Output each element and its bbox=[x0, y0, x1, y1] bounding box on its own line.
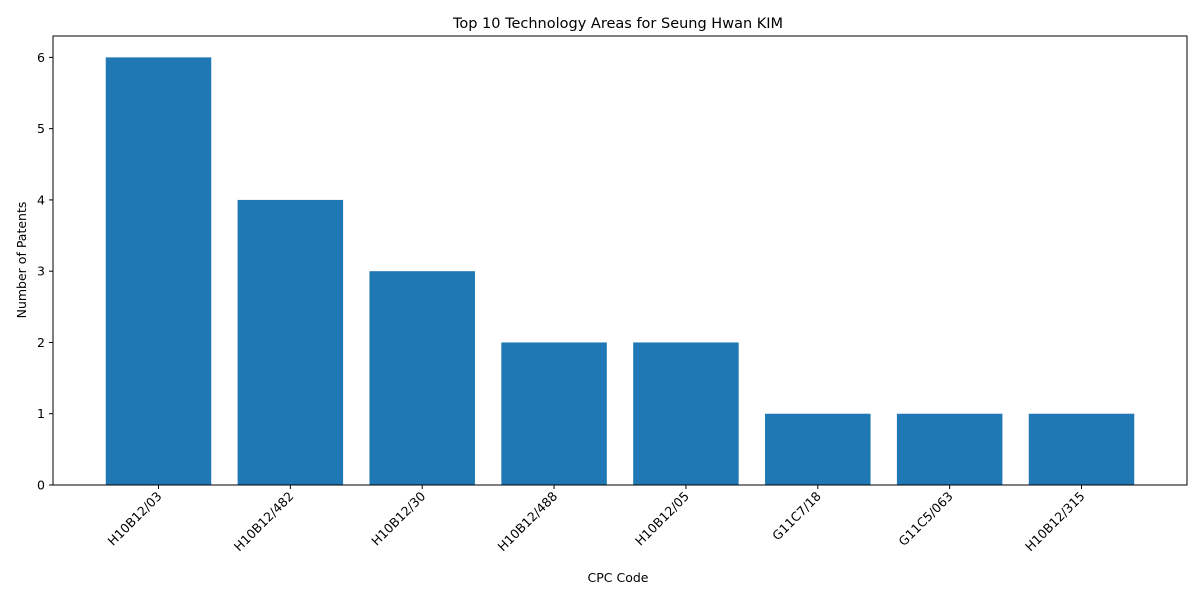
bar-h10b12-488 bbox=[501, 342, 606, 485]
bar-h10b12-05 bbox=[633, 342, 738, 485]
x-axis-label: CPC Code bbox=[588, 570, 649, 585]
y-tick-label: 6 bbox=[37, 50, 45, 65]
bar-h10b12-03 bbox=[106, 57, 211, 485]
x-tick-label: H10B12/482 bbox=[231, 489, 297, 555]
chart-title: Top 10 Technology Areas for Seung Hwan K… bbox=[452, 16, 783, 32]
x-tick-label: H10B12/315 bbox=[1022, 489, 1088, 555]
y-tick-label: 4 bbox=[37, 192, 45, 207]
y-tick-label: 2 bbox=[37, 335, 45, 350]
y-tick-label: 5 bbox=[37, 121, 45, 136]
y-tick-label: 3 bbox=[37, 264, 45, 279]
x-tick-label: H10B12/30 bbox=[368, 488, 428, 548]
bar-h10b12-30 bbox=[369, 271, 474, 485]
x-tick-label: H10B12/05 bbox=[632, 489, 692, 549]
y-tick-label: 0 bbox=[37, 478, 45, 493]
bar-g11c7-18 bbox=[765, 414, 870, 485]
bars-layer bbox=[106, 57, 1135, 485]
y-tick-label: 1 bbox=[37, 406, 45, 421]
x-axis: H10B12/03 H10B12/482 H10B12/30 H10B12/488 H1… bbox=[105, 485, 1088, 554]
bar-h10b12-482 bbox=[238, 200, 343, 485]
x-tick-label: G11C7/18 bbox=[769, 488, 824, 543]
x-tick-label: H10B12/488 bbox=[495, 488, 561, 554]
y-axis: 0 1 2 3 4 5 6 bbox=[37, 50, 53, 493]
x-tick-label: H10B12/03 bbox=[105, 489, 165, 549]
x-tick-label: G11C5/063 bbox=[895, 489, 955, 549]
plot-frame bbox=[53, 36, 1187, 485]
bar-g11c5-063 bbox=[897, 414, 1002, 485]
y-axis-label: Number of Patents bbox=[14, 202, 29, 319]
bar-h10b12-315 bbox=[1029, 414, 1134, 485]
